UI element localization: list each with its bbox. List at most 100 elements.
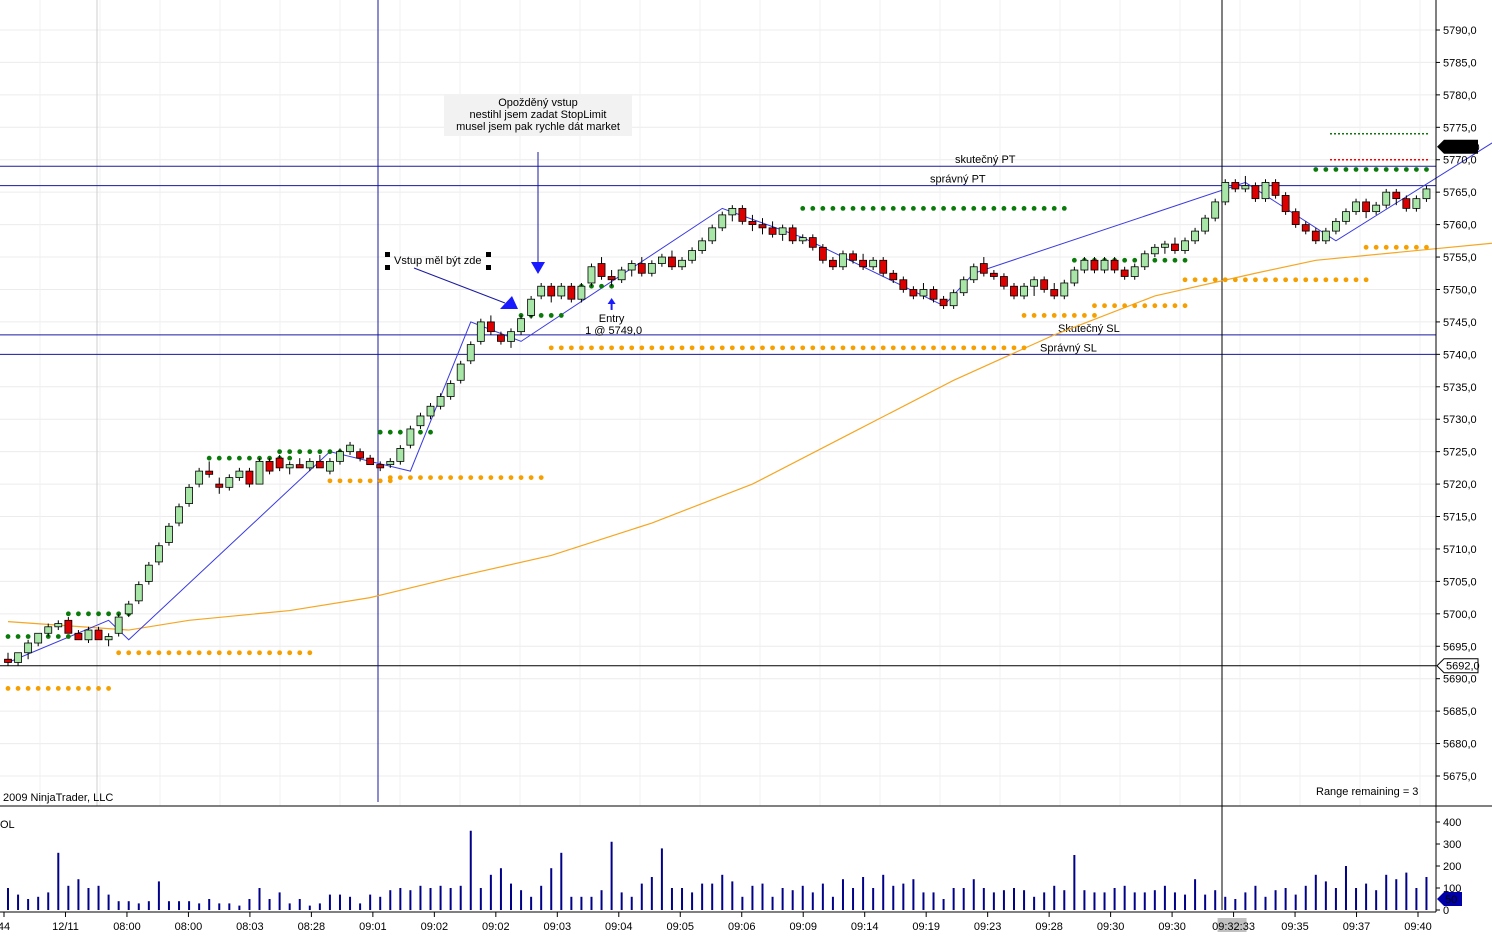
candle-up [1221, 182, 1230, 203]
candle-up [195, 470, 204, 485]
green-stop-dot [599, 283, 604, 289]
orange-stop-dot [448, 475, 454, 480]
price-tick-label: 5715,0 [1443, 512, 1477, 524]
time-tick-label: 09:28 [1035, 921, 1063, 933]
green-stop-dot [1313, 167, 1319, 172]
green-stop-dot [1333, 167, 1339, 172]
zigzag-line [7, 142, 1492, 663]
green-stop-dot [65, 611, 71, 617]
orange-stop-dot [679, 345, 685, 351]
candle-down [889, 272, 898, 281]
candle-down [295, 464, 304, 469]
price-tick-label: 5675,0 [1443, 771, 1477, 783]
orange-stop-dot [1293, 277, 1299, 283]
orange-stop-dot [287, 650, 293, 656]
candle-down [829, 259, 837, 268]
orange-stop-dot [729, 345, 735, 351]
orange-stop-dot [669, 345, 675, 351]
green-stop-dot [1122, 257, 1128, 263]
green-stop-dot [991, 205, 997, 211]
candle-up [658, 256, 666, 264]
orange-stop-dot [1363, 277, 1369, 283]
orange-stop-dot [770, 345, 775, 351]
price-tick-label: 5745,0 [1443, 317, 1477, 329]
green-stop-dot [850, 205, 856, 211]
late-entry-arrow [531, 262, 545, 274]
green-stop-dot [15, 634, 21, 639]
green-stop-dot [327, 449, 333, 455]
orange-stop-dot [226, 650, 232, 656]
orange-stop-dot [709, 345, 715, 351]
orange-stop-dot [991, 345, 997, 351]
price-tick-label: 5695,0 [1443, 641, 1477, 653]
green-stop-dot [1061, 205, 1067, 211]
green-stop-dot [1403, 167, 1409, 172]
orange-stop-dot [1192, 277, 1198, 283]
orange-stop-dot [1132, 303, 1138, 309]
last-price-label: 5772,0 [1446, 142, 1480, 154]
orange-stop-dot [35, 686, 41, 691]
orange-stop-dot [900, 345, 906, 351]
candle-up [225, 477, 234, 488]
candle-up [778, 227, 787, 235]
green-stop-dot [216, 455, 222, 461]
green-stop-dot [1162, 257, 1168, 263]
candle-up [255, 460, 264, 485]
candle-down [979, 263, 988, 274]
candle-up [346, 444, 354, 453]
should-entry-arrow [500, 296, 518, 309]
price-tick-label: 5700,0 [1443, 609, 1477, 621]
time-tick-label: 09:02 [421, 921, 449, 933]
candle-up [959, 279, 968, 294]
level-label: Skutečný SL [1058, 323, 1120, 335]
orange-stop-dot [649, 345, 655, 351]
candle-down [1402, 198, 1411, 209]
green-stop-dot [860, 205, 866, 211]
zigzag-path [7, 142, 1492, 663]
orange-stop-dot [1303, 277, 1309, 283]
green-stop-dot [820, 205, 826, 211]
green-stop-dot [116, 611, 122, 617]
candle-down [768, 227, 777, 235]
orange-stop-dot [850, 345, 856, 351]
orange-stop-dot [156, 650, 162, 656]
candle-up [1150, 246, 1159, 255]
candle-up [446, 383, 455, 397]
orange-stop-dot [146, 650, 152, 656]
orange-stop-dot [1092, 313, 1097, 318]
time-tick-label: 09:19 [912, 921, 940, 933]
candle-down [879, 259, 888, 274]
orange-stop-dot [418, 475, 423, 480]
late-entry-line-1: Opožděný vstup [498, 97, 578, 109]
candle-up [396, 448, 405, 462]
marker-price-label: 5692,0 [1446, 661, 1480, 673]
orange-stop-dot [689, 345, 695, 351]
time-tick-label: 09:01 [359, 921, 387, 933]
candle-up [175, 506, 183, 524]
orange-stop-dot [45, 686, 51, 691]
green-stop-dot [1021, 205, 1027, 211]
volume-last-label: 50 [1445, 894, 1457, 906]
orange-stop-dot [820, 345, 826, 351]
orange-stop-dot [498, 475, 504, 480]
candle-down [1231, 182, 1240, 190]
price-tick-label: 5710,0 [1443, 544, 1477, 556]
orange-stop-dot [800, 345, 806, 351]
orange-stop-dot [186, 650, 192, 656]
orange-stop-dot [609, 345, 614, 351]
candle-up [1191, 230, 1199, 242]
candle-up [1422, 188, 1431, 200]
orange-stop-dot [1242, 277, 1248, 283]
candle-up [839, 253, 847, 268]
orange-stop-dot [619, 345, 625, 351]
price-tick-label: 5720,0 [1443, 479, 1477, 491]
orange-stop-dot [106, 686, 111, 691]
moving-average-line [7, 242, 1492, 631]
candle-down [607, 276, 616, 281]
orange-stop-dot [961, 345, 967, 351]
price-tick-label: 5730,0 [1443, 414, 1477, 426]
candle-up [919, 289, 928, 297]
candle-down [1281, 195, 1290, 213]
orange-stop-dot [1414, 244, 1419, 250]
